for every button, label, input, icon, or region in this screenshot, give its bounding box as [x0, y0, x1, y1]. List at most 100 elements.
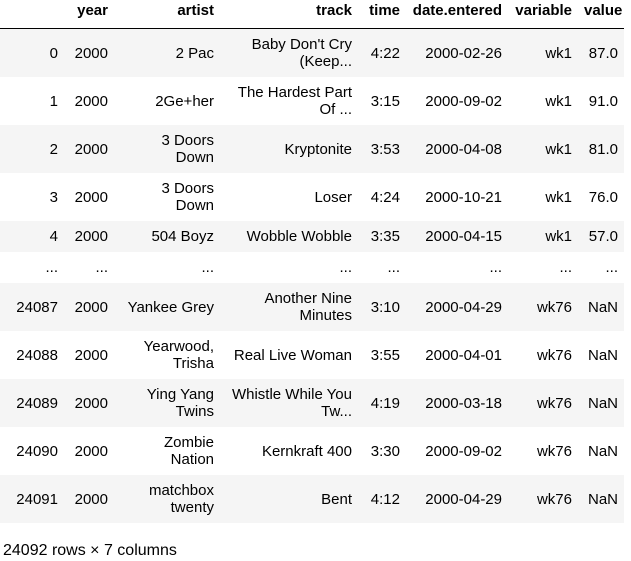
track-cell: Kernkraft 400: [220, 427, 358, 475]
column-header-index: [0, 0, 64, 29]
track-cell-text: Another Nine Minutes: [264, 290, 352, 324]
variable-cell: wk1: [545, 44, 572, 62]
variable-cell: wk76: [536, 346, 572, 364]
value-cell: 57.0: [588, 228, 618, 245]
column-header-time: time: [358, 0, 406, 29]
row-index-cell: 24089: [16, 394, 58, 412]
variable-cell: ...: [559, 259, 572, 276]
table-row: 0 2000 2 Pac Baby Don't Cry (Keep... 4:22 200…: [0, 28, 624, 78]
row-index-cell: 1: [49, 92, 58, 110]
year-cell: 2000: [74, 298, 108, 316]
table-row: 4 2000 504 Boyz Wobble Wobble 3:35 2000-04-15…: [0, 221, 624, 252]
artist-cell: Yankee Grey: [114, 283, 220, 331]
row-index-cell: 24088: [16, 346, 58, 364]
track-cell: The Hardest Part Of ...: [220, 77, 358, 125]
artist-cell-text: 3 Doors Down: [161, 132, 214, 166]
track-cell: Wobble Wobble: [220, 221, 358, 252]
track-cell: Kryptonite: [220, 125, 358, 173]
value-cell: 81.0: [588, 140, 618, 158]
artist-cell: 3 Doors Down: [114, 125, 220, 173]
row-index-cell: 4: [49, 228, 58, 245]
value-cell: 87.0: [588, 44, 618, 62]
table-row: 24091 2000 matchbox twenty Bent 4:12 2000-04-…: [0, 475, 624, 523]
table-row: 24090 2000 Zombie Nation Kernkraft 400 3:30 2…: [0, 427, 624, 475]
time-cell: 3:53: [370, 140, 400, 158]
artist-cell-text: Yearwood, Trisha: [143, 338, 214, 372]
track-cell-text: Bent: [321, 490, 352, 508]
year-cell: 2000: [74, 140, 108, 158]
time-cell: 3:15: [370, 92, 400, 110]
column-header-track: track: [220, 0, 358, 29]
track-cell: Whistle While You Tw...: [220, 379, 358, 427]
year-cell: 2000: [74, 490, 108, 508]
value-cell: NaN: [587, 298, 618, 316]
artist-cell-text: matchbox twenty: [148, 482, 214, 516]
value-cell: 91.0: [588, 92, 618, 110]
year-cell: 2000: [74, 394, 108, 412]
track-cell-text: Baby Don't Cry (Keep...: [251, 36, 352, 70]
artist-cell: 3 Doors Down: [114, 173, 220, 221]
row-index-cell: 2: [49, 140, 58, 158]
column-header-year: year: [64, 0, 114, 29]
track-cell: Bent: [220, 475, 358, 523]
artist-cell: ...: [114, 252, 220, 283]
value-cell: 76.0: [588, 188, 618, 206]
date-entered-cell: 2000-04-29: [425, 490, 502, 508]
time-cell: 4:22: [370, 44, 400, 62]
artist-cell: Ying Yang Twins: [114, 379, 220, 427]
track-cell: Real Live Woman: [220, 331, 358, 379]
artist-cell: 2 Pac: [114, 29, 220, 78]
column-header-value: value: [578, 0, 624, 29]
column-header-artist: artist: [114, 0, 220, 29]
artist-cell-text: 504 Boyz: [151, 228, 214, 245]
row-index-cell: 0: [49, 44, 58, 62]
row-index-cell: 3: [49, 188, 58, 206]
dataframe-table: year artist track time date.entered vari…: [0, 0, 624, 523]
time-cell: 3:30: [370, 442, 400, 460]
track-cell-text: Whistle While You Tw...: [231, 386, 352, 420]
year-cell: 2000: [74, 92, 108, 110]
track-cell: Baby Don't Cry (Keep...: [220, 29, 358, 78]
artist-cell-text: 3 Doors Down: [161, 180, 214, 214]
table-row: 24089 2000 Ying Yang Twins Whistle While Yo…: [0, 379, 624, 427]
time-cell: 3:10: [370, 298, 400, 316]
year-cell: 2000: [74, 442, 108, 460]
time-cell: 3:55: [370, 346, 400, 364]
row-index-cell: 24091: [16, 490, 58, 508]
year-cell: 2000: [74, 228, 108, 245]
track-cell-text: Real Live Woman: [233, 346, 352, 364]
track-cell-text: Loser: [314, 188, 352, 206]
table-row: 24087 2000 Yankee Grey Another Nine Minutes…: [0, 283, 624, 331]
date-entered-cell: 2000-04-08: [425, 140, 502, 158]
table-body: 0 2000 2 Pac Baby Don't Cry (Keep... 4:22 200…: [0, 28, 624, 523]
date-entered-cell: 2000-10-21: [425, 188, 502, 206]
year-cell: 2000: [74, 346, 108, 364]
variable-cell: wk1: [545, 188, 572, 206]
artist-cell: Yearwood, Trisha: [114, 331, 220, 379]
date-entered-cell: 2000-04-01: [425, 346, 502, 364]
table-row: 24088 2000 Yearwood, Trisha Real Live Woman…: [0, 331, 624, 379]
variable-cell: wk76: [536, 490, 572, 508]
table-row: 1 2000 2Ge+her The Hardest Part Of ... 3:15 2…: [0, 77, 624, 125]
date-entered-cell: 2000-03-18: [425, 394, 502, 412]
date-entered-cell: 2000-02-26: [425, 44, 502, 62]
time-cell: 4:12: [370, 490, 400, 508]
table-row: 2 2000 3 Doors Down Kryptonite 3:53 2000-04-0…: [0, 125, 624, 173]
year-cell: ...: [95, 259, 108, 276]
row-index-cell: 24090: [16, 442, 58, 460]
date-entered-cell: ...: [489, 259, 502, 276]
date-entered-cell: 2000-09-02: [425, 92, 502, 110]
variable-cell: wk76: [536, 442, 572, 460]
artist-cell-text: Zombie Nation: [163, 434, 214, 468]
year-cell: 2000: [74, 188, 108, 206]
track-cell-text: Kryptonite: [284, 140, 352, 158]
artist-cell: Zombie Nation: [114, 427, 220, 475]
track-cell: Another Nine Minutes: [220, 283, 358, 331]
track-cell-text: ...: [339, 259, 352, 276]
artist-cell-text: 2 Pac: [175, 44, 214, 62]
variable-cell: wk1: [545, 140, 572, 158]
artist-cell: 504 Boyz: [114, 221, 220, 252]
table-row: 3 2000 3 Doors Down Loser 4:24 2000-10-21 wk1 7…: [0, 173, 624, 221]
variable-cell: wk76: [536, 394, 572, 412]
